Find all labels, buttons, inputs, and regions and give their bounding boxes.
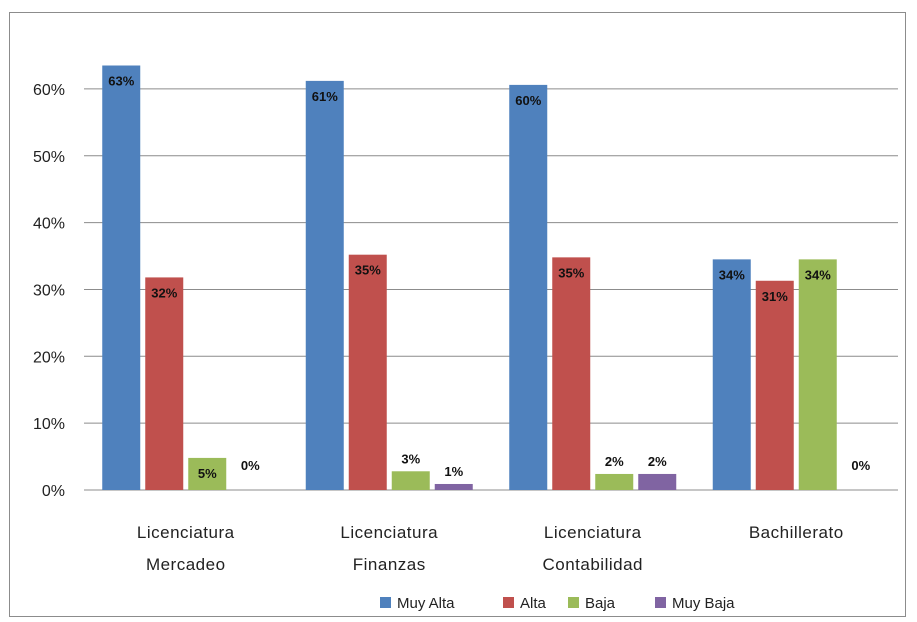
legend-swatch	[503, 597, 514, 608]
data-label: 60%	[515, 93, 541, 108]
bar	[305, 80, 344, 491]
y-axis-ticks: 0% 10% 20% 30% 40% 50% 60%	[33, 82, 65, 500]
bar	[638, 473, 677, 490]
data-label: 63%	[108, 74, 134, 89]
data-label: 34%	[805, 267, 831, 282]
legend-label: Baja	[585, 595, 616, 612]
data-label: 2%	[605, 454, 624, 469]
bar	[348, 254, 387, 490]
category-label: Contabilidad	[542, 555, 643, 574]
bar	[798, 259, 837, 490]
data-label: 2%	[648, 454, 667, 469]
legend-swatch	[655, 597, 666, 608]
bar	[712, 259, 751, 490]
legend-label: Muy Alta	[397, 595, 455, 612]
bar	[509, 84, 548, 490]
legend-label: Muy Baja	[672, 595, 735, 612]
data-label: 3%	[401, 451, 420, 466]
y-tick-label: 60%	[33, 82, 65, 99]
y-tick-label: 40%	[33, 216, 65, 233]
category-label: Licenciatura	[544, 523, 642, 542]
y-tick-label: 10%	[33, 416, 65, 433]
data-label: 1%	[444, 464, 463, 479]
bar	[145, 277, 184, 490]
legend: Muy Alta Alta Baja Muy Baja	[380, 595, 735, 612]
x-axis-categories: Licenciatura Mercadeo Licenciatura Finanzas…	[137, 523, 844, 574]
legend-label: Alta	[520, 595, 547, 612]
category-label: Bachillerato	[749, 523, 844, 542]
data-label: 0%	[241, 458, 260, 473]
category-label: Mercadeo	[146, 555, 226, 574]
data-labels: 63% 32% 5% 0% 61% 35% 3% 1% 60% 35% 2% 2% 34% 31% 34% 0…	[108, 74, 870, 481]
y-tick-label: 30%	[33, 282, 65, 299]
data-label: 0%	[851, 458, 870, 473]
bars	[102, 65, 837, 491]
bar	[188, 457, 227, 490]
y-tick-label: 20%	[33, 349, 65, 366]
data-label: 34%	[719, 267, 745, 282]
data-label: 35%	[355, 263, 381, 278]
y-tick-label: 0%	[42, 483, 65, 500]
bar	[595, 473, 634, 490]
bar	[552, 257, 591, 490]
data-label: 32%	[151, 285, 177, 300]
bar	[755, 280, 794, 490]
data-label: 31%	[762, 289, 788, 304]
legend-swatch	[380, 597, 391, 608]
y-tick-label: 50%	[33, 149, 65, 166]
data-label: 61%	[312, 89, 338, 104]
data-label: 5%	[198, 466, 217, 481]
bar	[102, 65, 141, 490]
bar	[391, 471, 430, 490]
data-label: 35%	[558, 265, 584, 280]
category-label: Licenciatura	[340, 523, 438, 542]
category-label: Finanzas	[353, 555, 426, 574]
legend-swatch	[568, 597, 579, 608]
category-label: Licenciatura	[137, 523, 235, 542]
bar	[434, 483, 473, 490]
